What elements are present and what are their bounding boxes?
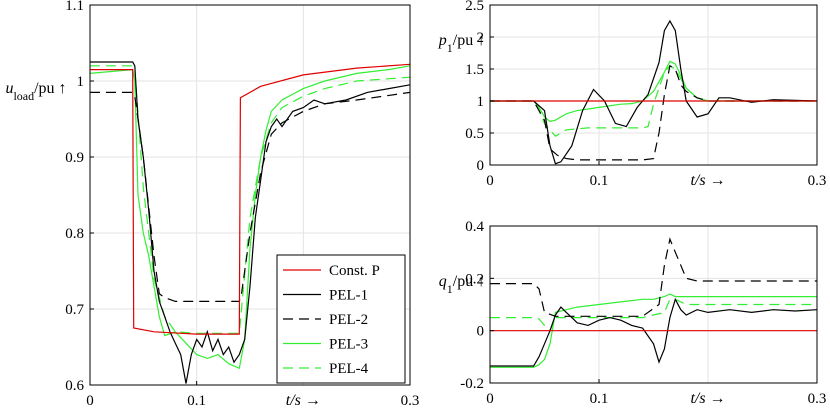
y-tick-label: 2.5	[465, 0, 484, 14]
series-pel-4	[490, 298, 817, 332]
x-axis-label: t/s →	[286, 392, 321, 409]
x-tick-label: 0.1	[590, 173, 609, 189]
y-tick-label: 0.6	[65, 378, 84, 394]
y-axis-label: p1/pu ↑	[438, 32, 485, 55]
y-tick-label: 1.5	[465, 62, 484, 78]
y-tick-label: 1.1	[65, 0, 84, 14]
plot-frame	[489, 225, 818, 384]
y-tick-label: 2	[477, 30, 485, 46]
x-axis-label: t/s →	[690, 172, 725, 189]
series-pel-4	[90, 65, 410, 334]
y-tick-label: 0.7	[65, 302, 84, 318]
y-tick-label: 0.5	[465, 126, 484, 142]
legend-entry: PEL-1	[329, 288, 368, 304]
y-tick-label: 0	[477, 324, 485, 340]
chart-p1: 0 0.1 0.3 0 0.5 1 1.5 2 2.5 t/s → p1/pu ↑	[438, 0, 827, 189]
x-tick-label: 0.3	[808, 173, 827, 189]
x-axis-label: t/s →	[690, 390, 725, 407]
y-tick-label: -0.2	[460, 376, 484, 392]
y-tick-label: 0.8	[65, 226, 84, 242]
series-pel-1	[90, 61, 410, 384]
series-pel-3	[490, 293, 817, 368]
x-tick-label: 0.1	[590, 391, 609, 407]
series-pel-2	[490, 237, 817, 317]
series-pel-1	[490, 19, 817, 165]
plot-frame	[489, 4, 818, 166]
series-pel-4	[490, 65, 817, 137]
y-axis-label: uload/pu ↑	[5, 80, 66, 103]
legend-box	[276, 254, 406, 384]
x-tick-label: 0.3	[808, 391, 827, 407]
x-tick-label: 0.1	[187, 393, 206, 409]
x-tick-label: 0.3	[401, 393, 420, 409]
legend-entry: PEL-4	[329, 361, 369, 377]
legend-entry: Const. P	[329, 263, 380, 279]
legend-entry: PEL-2	[329, 312, 368, 328]
chart-q1: 0 0.1 0.3-0.200.20.4t/s →q1/pu ↑	[439, 219, 827, 407]
y-tick-label: 0	[477, 158, 485, 174]
series-const-p	[90, 63, 410, 335]
series-pel-3	[490, 60, 817, 123]
x-tick-label: 0	[486, 391, 494, 407]
series-pel-1	[490, 297, 817, 367]
plot-frame	[89, 4, 411, 386]
y-tick-label: 0.2	[465, 271, 484, 287]
series-pel-3	[90, 65, 410, 370]
x-tick-label: 0	[86, 393, 94, 409]
chart-uload: 0 0.1 0.3 0.6 0.7 0.8 0.9 1 1.1 t/s → uload/pu ↑ Co…	[5, 0, 419, 409]
x-tick-label: 0	[486, 173, 494, 189]
legend: Const. P PEL-1 PEL-2 PEL-3 PEL-4	[276, 254, 406, 384]
y-tick-label: 0.4	[465, 219, 484, 235]
legend-entry: PEL-3	[329, 337, 368, 353]
y-tick-label: 1	[77, 74, 85, 90]
y-axis-label: q1/pu ↑	[439, 273, 485, 296]
y-tick-label: 0.9	[65, 150, 84, 166]
y-tick-label: 1	[477, 94, 485, 110]
